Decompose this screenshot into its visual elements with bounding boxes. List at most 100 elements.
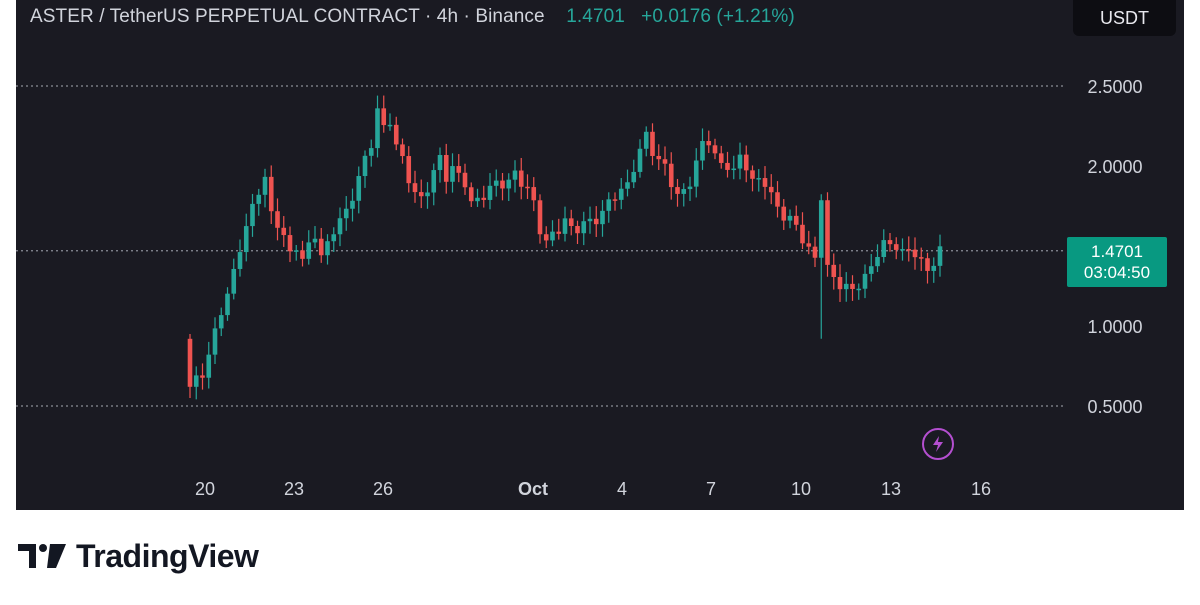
candle-body[interactable]: [700, 141, 705, 161]
candle-body[interactable]: [350, 200, 355, 209]
candle-body[interactable]: [487, 185, 493, 200]
candle-body[interactable]: [575, 226, 580, 234]
candle-body[interactable]: [306, 242, 312, 259]
candle-body[interactable]: [187, 338, 193, 387]
candle-body[interactable]: [425, 192, 430, 197]
candle-body[interactable]: [725, 162, 730, 170]
candle-body[interactable]: [506, 179, 512, 189]
candle-body[interactable]: [756, 178, 762, 180]
candle-body[interactable]: [481, 197, 487, 200]
candle-body[interactable]: [625, 182, 630, 189]
candle-body[interactable]: [687, 186, 693, 190]
candle-body[interactable]: [237, 252, 243, 269]
candle-body[interactable]: [750, 170, 755, 179]
candle-body[interactable]: [268, 176, 274, 212]
candle-body[interactable]: [556, 231, 562, 234]
candle-body[interactable]: [918, 257, 924, 259]
candle-body[interactable]: [693, 160, 699, 187]
candle-body[interactable]: [443, 155, 449, 182]
candle-body[interactable]: [875, 256, 880, 267]
candle-body[interactable]: [387, 124, 393, 127]
candle-body[interactable]: [793, 215, 799, 225]
candle-body[interactable]: [393, 124, 399, 145]
candle-body[interactable]: [812, 246, 818, 258]
candle-body[interactable]: [243, 226, 249, 253]
lightning-button[interactable]: [922, 428, 954, 460]
candle-body[interactable]: [437, 155, 443, 171]
candle-body[interactable]: [412, 183, 418, 193]
candle-body[interactable]: [706, 141, 712, 146]
price-plot[interactable]: 2.5000 2.0000 1.0000 0.5000 20 23 26 Oct 4 7 10 13…: [16, 0, 1184, 510]
candle-body[interactable]: [381, 108, 387, 126]
candle-body[interactable]: [231, 268, 237, 294]
brand-logo[interactable]: TradingView: [18, 536, 259, 576]
candle-body[interactable]: [681, 189, 687, 194]
candle-body[interactable]: [500, 180, 505, 189]
candle-body[interactable]: [518, 170, 524, 187]
interval-label[interactable]: 4h: [436, 6, 459, 27]
candle-body[interactable]: [318, 238, 324, 256]
candle-body[interactable]: [912, 249, 918, 258]
candle-body[interactable]: [275, 211, 280, 228]
candle-body[interactable]: [850, 283, 855, 289]
candle-body[interactable]: [525, 186, 530, 189]
candle-body[interactable]: [300, 250, 305, 259]
candle-body[interactable]: [218, 315, 224, 329]
candle-body[interactable]: [818, 200, 824, 258]
candle-body[interactable]: [787, 215, 793, 221]
candle-body[interactable]: [293, 250, 299, 252]
candle-body[interactable]: [925, 258, 930, 271]
candle-body[interactable]: [456, 166, 462, 173]
candle-body[interactable]: [462, 172, 468, 188]
candle-body[interactable]: [450, 166, 455, 182]
candle-body[interactable]: [225, 293, 230, 316]
candle-body[interactable]: [800, 224, 805, 244]
candle-body[interactable]: [512, 170, 518, 180]
candle-body[interactable]: [337, 218, 343, 235]
candle-body[interactable]: [200, 375, 205, 378]
candle-body[interactable]: [343, 208, 349, 219]
candle-body[interactable]: [325, 241, 330, 256]
chart-panel[interactable]: 2.5000 2.0000 1.0000 0.5000 20 23 26 Oct 4 7 10 13…: [16, 0, 1184, 510]
candle-body[interactable]: [656, 155, 662, 160]
candle-body[interactable]: [718, 153, 724, 163]
candle-body[interactable]: [287, 235, 293, 252]
candle-body[interactable]: [906, 249, 912, 251]
candle-body[interactable]: [762, 178, 768, 187]
candle-body[interactable]: [250, 203, 255, 227]
candle-body[interactable]: [400, 144, 405, 157]
candle-body[interactable]: [475, 197, 480, 202]
candle-body[interactable]: [837, 277, 843, 290]
candle-body[interactable]: [643, 131, 649, 149]
candle-body[interactable]: [768, 186, 774, 193]
candle-body[interactable]: [362, 155, 368, 177]
candle-body[interactable]: [618, 188, 624, 200]
candle-body[interactable]: [593, 218, 599, 225]
candle-body[interactable]: [887, 240, 893, 245]
candle-body[interactable]: [600, 210, 605, 225]
candle-body[interactable]: [312, 238, 318, 243]
candle-body[interactable]: [775, 192, 780, 207]
candle-body[interactable]: [606, 199, 612, 211]
candle-body[interactable]: [668, 163, 674, 188]
candle-body[interactable]: [868, 266, 874, 274]
candle-body[interactable]: [737, 154, 743, 169]
candle-body[interactable]: [418, 192, 424, 197]
candle-body[interactable]: [662, 159, 668, 164]
candle-body[interactable]: [356, 176, 362, 201]
candle-body[interactable]: [550, 231, 555, 241]
candle-body[interactable]: [331, 234, 337, 242]
candle-body[interactable]: [375, 108, 380, 149]
candle-body[interactable]: [568, 218, 574, 227]
candle-body[interactable]: [743, 154, 749, 171]
candle-body[interactable]: [612, 199, 618, 201]
candle-body[interactable]: [862, 273, 868, 289]
candle-body[interactable]: [937, 246, 943, 266]
candle-body[interactable]: [831, 264, 837, 278]
candle-body[interactable]: [631, 171, 637, 183]
candle-body[interactable]: [881, 240, 887, 257]
currency-unit-button[interactable]: USDT: [1073, 0, 1176, 36]
candle-body[interactable]: [431, 170, 437, 193]
candle-body[interactable]: [193, 375, 199, 387]
candle-body[interactable]: [368, 148, 374, 156]
